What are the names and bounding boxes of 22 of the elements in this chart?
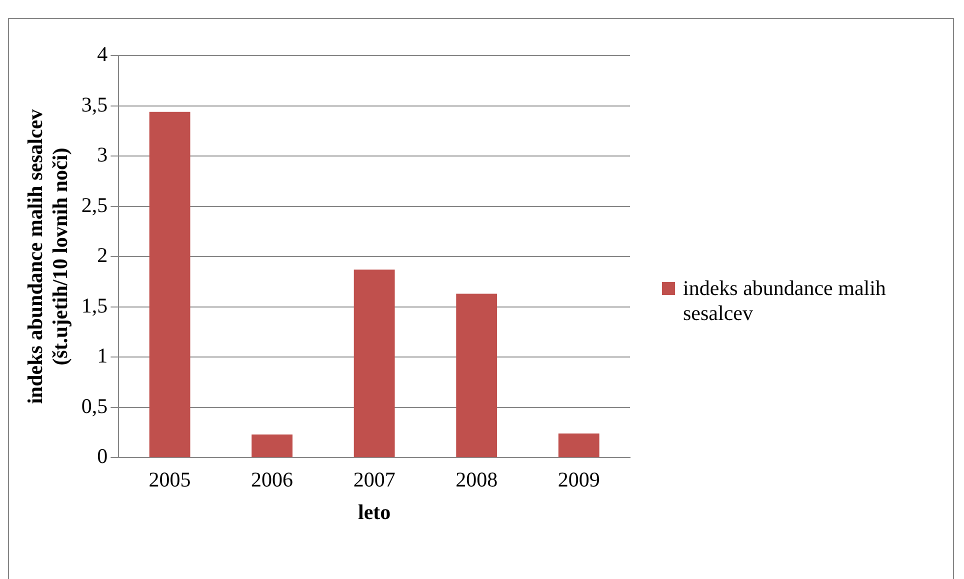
bar — [252, 434, 293, 458]
y-tick-label: 2,5 — [81, 192, 108, 217]
x-tick-label: 2005 — [148, 468, 191, 492]
x-tick-label: 2006 — [251, 468, 294, 492]
y-tick-label: 3,5 — [81, 92, 108, 116]
x-axis-title: leto — [358, 500, 391, 524]
x-tick-label: 2008 — [456, 468, 498, 492]
bar — [149, 112, 190, 458]
y-tick-label: 3 — [97, 142, 108, 167]
y-tick-label: 1 — [97, 344, 108, 368]
bar — [456, 294, 498, 458]
y-tick-label: 0,5 — [81, 394, 108, 418]
y-tick-label: 4 — [97, 42, 108, 66]
legend-label: indeks abundance malih sesalcev — [683, 276, 887, 326]
x-tick-label: 2007 — [353, 468, 396, 492]
y-tick-label: 0 — [97, 444, 108, 468]
bar — [354, 270, 395, 458]
y-tick-label: 1,5 — [81, 293, 108, 318]
bar — [558, 433, 600, 458]
x-tick-label: 2009 — [558, 468, 600, 492]
y-axis-title: indeks abundance malih sesalcev (št.ujetih/10 lovnih noči) — [23, 108, 72, 404]
y-tick-label: 2 — [97, 243, 108, 268]
